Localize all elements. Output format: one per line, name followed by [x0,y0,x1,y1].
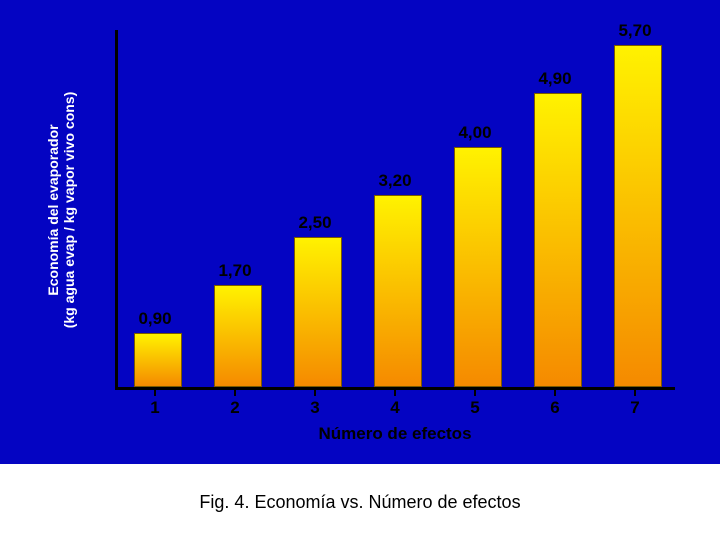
x-tick-label: 6 [550,398,559,418]
y-axis-label-line2: (kg agua evap / kg vapor vivo cons) [61,30,77,390]
chart-plot-area [115,30,675,390]
x-tick-label: 1 [150,398,159,418]
x-tick-label: 2 [230,398,239,418]
x-axis-label: Número de efectos [318,424,471,444]
bar-value-label: 2,50 [298,213,331,233]
bar-value-label: 5,70 [618,21,651,41]
y-axis-label-line1: Economía del evaporador [45,30,61,390]
x-tick-mark [394,390,396,396]
bar-value-label: 3,20 [378,171,411,191]
caption-band: Fig. 4. Economía vs. Número de efectos [0,464,720,540]
bar-value-label: 4,00 [458,123,491,143]
bar-value-label: 4,90 [538,69,571,89]
x-tick-label: 7 [630,398,639,418]
y-axis-label: Economía del evaporador (kg agua evap / … [45,30,77,390]
x-tick-label: 5 [470,398,479,418]
x-tick-label: 4 [390,398,399,418]
bar [214,285,262,387]
x-tick-mark [314,390,316,396]
bar [454,147,502,387]
bar-value-label: 0,90 [138,309,171,329]
bar-value-label: 1,70 [218,261,251,281]
bar [374,195,422,387]
x-tick-mark [154,390,156,396]
bar [534,93,582,387]
bar [294,237,342,387]
x-tick-mark [554,390,556,396]
x-tick-mark [634,390,636,396]
bar [134,333,182,387]
x-tick-label: 3 [310,398,319,418]
x-tick-mark [234,390,236,396]
bar [614,45,662,387]
figure-caption: Fig. 4. Economía vs. Número de efectos [199,492,520,513]
x-tick-mark [474,390,476,396]
figure-stage: Economía del evaporador (kg agua evap / … [0,0,720,540]
